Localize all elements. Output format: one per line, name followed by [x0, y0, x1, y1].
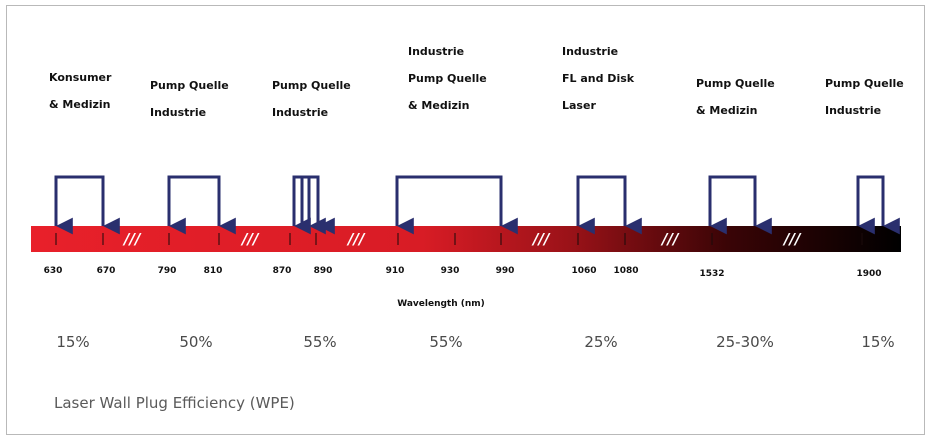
bracket-pump-medizin: [708, 175, 772, 235]
wavelength-bar: [31, 226, 901, 252]
bracket-konsumer: [54, 175, 120, 235]
tick-label: 810: [203, 266, 223, 276]
tick-label: 1532: [699, 269, 725, 279]
bracket-pump-quelle-2b: [300, 175, 335, 235]
label-pump-medizin: Pump Quelle & Medizin: [696, 77, 775, 117]
footer-caption: Laser Wall Plug Efficiency (WPE): [54, 394, 295, 412]
efficiency-value: 55%: [429, 333, 463, 351]
efficiency-value: 25-30%: [716, 333, 774, 351]
tick-label: 1080: [613, 266, 639, 276]
label-industrie-fl: Industrie FL and Disk Laser: [562, 45, 635, 112]
tick-label: 630: [43, 266, 63, 276]
label-industrie-pump: Industrie Pump Quelle & Medizin: [408, 45, 487, 112]
tick-label: 670: [96, 266, 116, 276]
tick-label: 1060: [571, 266, 597, 276]
bracket-pump-industrie: [856, 175, 900, 235]
label-pump-quelle-2: Pump Quelle Industrie: [272, 79, 351, 119]
break-mark: ///: [660, 230, 680, 248]
bracket-industrie-pump: [395, 175, 518, 235]
tick-label: 790: [157, 266, 177, 276]
break-mark: ///: [346, 230, 366, 248]
tick-label: 930: [440, 266, 460, 276]
tick-label: 890: [313, 266, 333, 276]
efficiency-value: 15%: [56, 333, 90, 351]
efficiency-value: 50%: [179, 333, 213, 351]
break-mark: ///: [240, 230, 260, 248]
tick-label: 990: [495, 266, 515, 276]
efficiency-value: 15%: [861, 333, 895, 351]
label-pump-quelle-1: Pump Quelle Industrie: [150, 79, 229, 119]
tick-label: 1900: [856, 269, 882, 279]
label-konsumer: Konsumer & Medizin: [49, 71, 112, 111]
label-pump-industrie: Pump Quelle Industrie: [825, 77, 904, 117]
break-mark: ///: [122, 230, 142, 248]
break-mark: ///: [782, 230, 802, 248]
bracket-industrie-fl: [576, 175, 642, 235]
efficiency-value: 25%: [584, 333, 618, 351]
tick-label: 870: [272, 266, 292, 276]
tick-label: 910: [385, 266, 405, 276]
efficiency-value: 55%: [303, 333, 337, 351]
bracket-pump-quelle-1: [167, 175, 236, 235]
break-mark: ///: [531, 230, 551, 248]
axis-label: Wavelength (nm): [397, 299, 485, 309]
